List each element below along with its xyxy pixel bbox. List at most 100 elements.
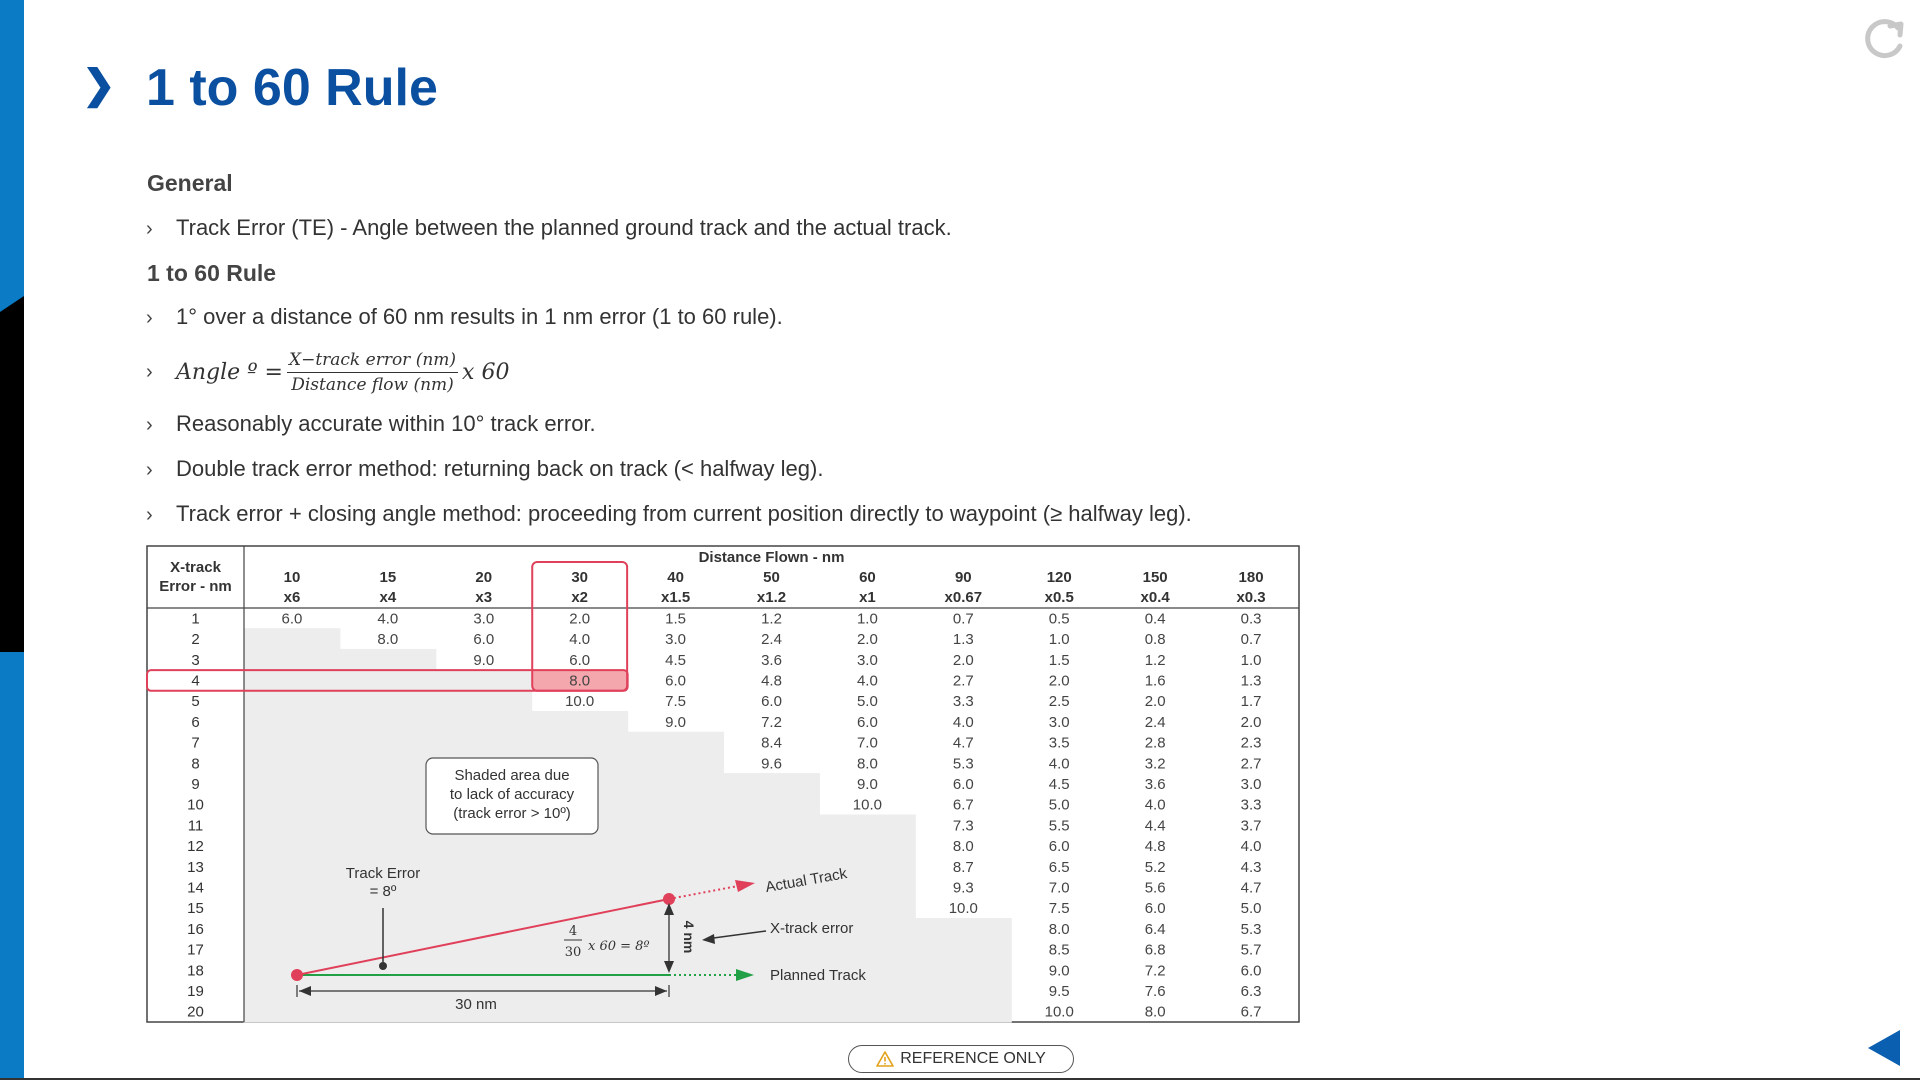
row-error-label: 13 — [187, 859, 204, 876]
row-error-label: 19 — [187, 983, 204, 1000]
reload-icon[interactable] — [1860, 14, 1908, 62]
table-cell: 9.0 — [473, 652, 494, 669]
shaded-cell — [435, 835, 533, 857]
shaded-cell — [723, 855, 820, 878]
table-cell: 6.3 — [1241, 983, 1262, 1000]
shaded-cell — [531, 855, 629, 878]
table-cell: 5.0 — [1049, 797, 1070, 814]
current-position-point — [663, 893, 675, 905]
column-multiplier: x1.2 — [757, 589, 786, 606]
angle-formula: › Angle º = X−track error (nm) Distance … — [146, 350, 509, 395]
shaded-cell — [531, 897, 629, 919]
column-distance: 180 — [1239, 569, 1264, 586]
shaded-note-line: to lack of accuracy — [450, 786, 575, 803]
table-cell: 6.0 — [282, 610, 303, 627]
table-cell: 3.7 — [1241, 817, 1262, 834]
table-cell: 0.7 — [953, 610, 974, 627]
table-cell: 2.5 — [1049, 693, 1070, 710]
column-multiplier: x1 — [859, 589, 876, 606]
table-cell: 1.7 — [1241, 693, 1262, 710]
table-cell: 8.5 — [1049, 942, 1070, 959]
shaded-cell — [339, 752, 437, 775]
table-cell: 1.0 — [1049, 631, 1070, 648]
start-point — [291, 969, 303, 981]
table-cell: 5.6 — [1145, 879, 1166, 896]
row-header-line1: X-track — [170, 559, 222, 576]
column-distance: 90 — [955, 569, 972, 586]
table-cell: 4.0 — [1049, 755, 1070, 772]
shaded-cell — [627, 731, 725, 754]
shaded-cell — [531, 731, 629, 754]
column-multiplier: x4 — [380, 589, 397, 606]
shaded-cell — [531, 711, 629, 733]
table-cell: 3.0 — [665, 631, 686, 648]
shaded-cell — [339, 711, 437, 733]
table-cell: 3.0 — [1049, 714, 1070, 731]
table-cell: 2.3 — [1241, 735, 1262, 752]
column-multiplier: x2 — [571, 589, 588, 606]
column-distance: 20 — [475, 569, 492, 586]
bullet-marker: › — [146, 414, 153, 436]
table-cell: 4.0 — [377, 610, 398, 627]
table-cell: 9.0 — [1049, 962, 1070, 979]
row-error-label: 16 — [187, 921, 204, 938]
actual-track-line — [296, 898, 670, 976]
table-cell: 6.0 — [1049, 838, 1070, 855]
shaded-cell — [914, 980, 1012, 1002]
side-bar-black — [0, 312, 24, 652]
table-cell: 3.0 — [473, 610, 494, 627]
group-header: Distance Flown - nm — [699, 549, 845, 566]
table-cell: 2.4 — [761, 631, 782, 648]
reference-only-badge: REFERENCE ONLY — [848, 1045, 1074, 1073]
table-cell: 5.7 — [1241, 942, 1262, 959]
table-cell: 5.5 — [1049, 817, 1070, 834]
table-cell: 5.0 — [857, 693, 878, 710]
planned-track-arrowhead — [736, 969, 754, 981]
table-cell: 7.5 — [665, 693, 686, 710]
shaded-cell — [723, 1000, 820, 1023]
table-cell: 4.0 — [857, 672, 878, 689]
row-error-label: 4 — [191, 672, 199, 689]
shaded-cell — [818, 959, 916, 982]
column-multiplier: x0.5 — [1045, 589, 1074, 606]
column-multiplier: x1.5 — [661, 589, 690, 606]
shaded-cell — [531, 918, 629, 940]
table-cell: 1.0 — [857, 610, 878, 627]
formula-lhs: Angle º = — [176, 360, 283, 385]
table-cell: 1.3 — [953, 631, 974, 648]
table-cell: 1.5 — [1049, 652, 1070, 669]
back-arrow-icon[interactable] — [1868, 1030, 1900, 1066]
row-error-label: 10 — [187, 797, 204, 814]
row-error-label: 12 — [187, 838, 204, 855]
table-cell: 9.5 — [1049, 983, 1070, 1000]
bullet-text: Track error + closing angle method: proc… — [176, 501, 1192, 526]
bullet-marker: › — [146, 361, 153, 383]
table-cell: 9.6 — [761, 755, 782, 772]
column-distance: 40 — [667, 569, 684, 586]
table-cell: 6.0 — [1145, 900, 1166, 917]
table-cell: 10.0 — [949, 900, 978, 917]
planned-track-label: Planned Track — [770, 967, 866, 984]
shaded-cell — [627, 855, 725, 878]
bullet-marker: › — [146, 307, 153, 329]
column-multiplier: x3 — [475, 589, 492, 606]
highlight-row-outline — [146, 669, 629, 692]
table-cell: 8.0 — [953, 838, 974, 855]
shaded-cell — [914, 918, 1012, 940]
table-cell: 0.4 — [1145, 610, 1166, 627]
shaded-cell — [627, 918, 725, 940]
shaded-cell — [531, 876, 629, 899]
shaded-cell — [339, 793, 437, 816]
table-cell: 4.7 — [1241, 879, 1262, 896]
bullet-text: Reasonably accurate within 10° track err… — [176, 411, 596, 436]
table-cell: 4.0 — [953, 714, 974, 731]
table-cell: 2.0 — [953, 652, 974, 669]
bullet-marker: › — [146, 218, 153, 240]
table-cell: 5.0 — [1241, 900, 1262, 917]
row-error-label: 1 — [191, 610, 199, 627]
highlight-cell — [532, 670, 627, 691]
shaded-cell — [627, 773, 725, 795]
column-multiplier: x0.3 — [1236, 589, 1265, 606]
table-cell: 10.0 — [853, 797, 882, 814]
shaded-cell — [435, 731, 533, 754]
